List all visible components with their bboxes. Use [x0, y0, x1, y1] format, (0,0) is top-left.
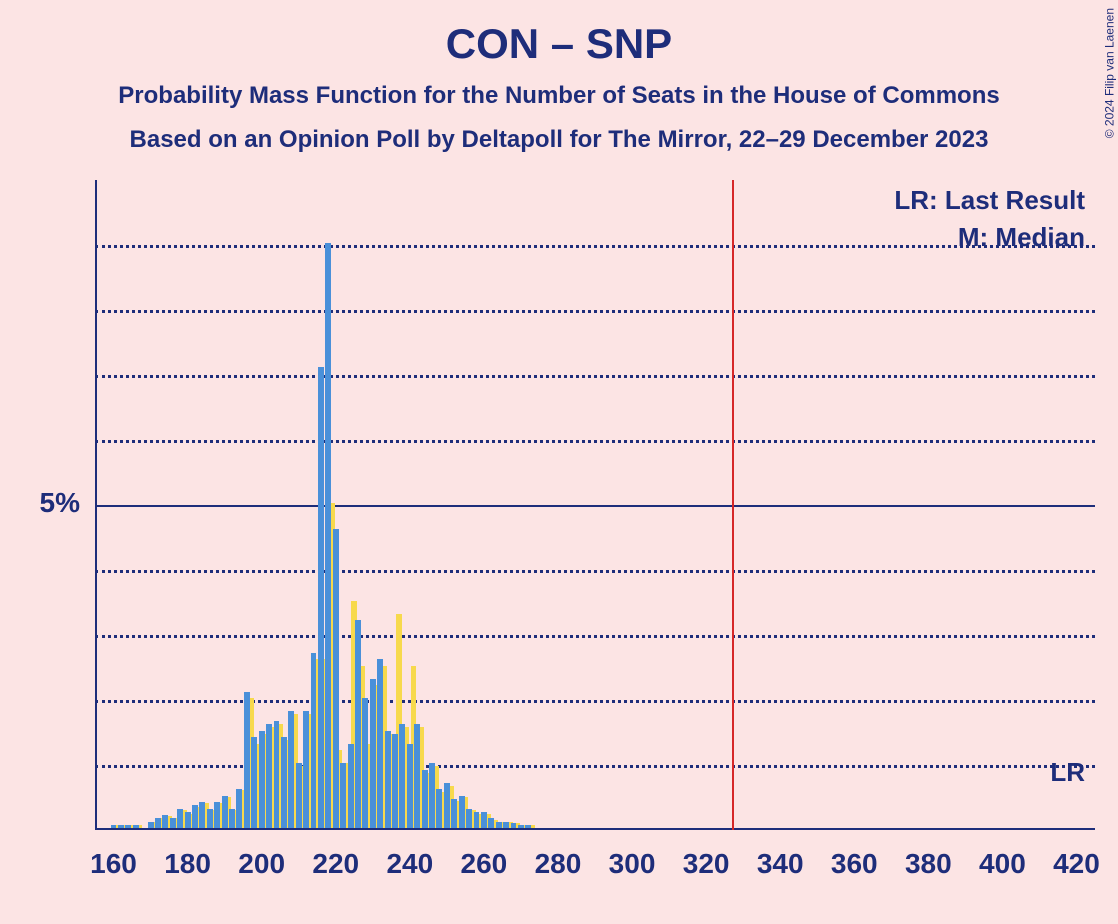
x-axis-label: 340	[757, 848, 804, 880]
gridline	[95, 570, 1095, 573]
bar-blue	[525, 825, 531, 828]
bar-blue	[214, 802, 220, 828]
bar-blue	[370, 679, 376, 829]
bar-blue	[125, 825, 131, 828]
x-axis-label: 160	[90, 848, 137, 880]
bar-blue	[244, 692, 250, 829]
x-axis	[95, 828, 1095, 830]
bar-blue	[481, 812, 487, 828]
bar-blue	[444, 783, 450, 829]
bar-blue	[236, 789, 242, 828]
gridline	[95, 505, 1095, 507]
bar-blue	[192, 805, 198, 828]
bar-blue	[392, 734, 398, 828]
x-axis-label: 240	[386, 848, 433, 880]
bar-blue	[333, 529, 339, 828]
bar-blue	[429, 763, 435, 828]
bar-blue	[377, 659, 383, 828]
chart-area: 5%16018020022024026028030032034036038040…	[95, 180, 1095, 830]
bar-blue	[355, 620, 361, 828]
y-axis-label: 5%	[20, 487, 80, 519]
bar-blue	[155, 818, 161, 828]
bar-blue	[451, 799, 457, 828]
bar-blue	[518, 825, 524, 828]
x-axis-label: 220	[312, 848, 359, 880]
bar-blue	[199, 802, 205, 828]
last-result-line	[732, 180, 734, 830]
x-axis-label: 320	[683, 848, 730, 880]
copyright-text: © 2024 Filip van Laenen	[1102, 8, 1116, 138]
bar-blue	[222, 796, 228, 829]
bar-blue	[229, 809, 235, 829]
legend-median: M: Median	[958, 222, 1085, 253]
gridline	[95, 635, 1095, 638]
bar-blue	[407, 744, 413, 829]
bar-blue	[148, 822, 154, 829]
bar-blue	[414, 724, 420, 828]
x-axis-label: 180	[164, 848, 211, 880]
bar-blue	[133, 825, 139, 828]
bar-blue	[288, 711, 294, 828]
x-axis-label: 260	[461, 848, 508, 880]
bar-blue	[170, 818, 176, 828]
gridline	[95, 245, 1095, 248]
bar-blue	[162, 815, 168, 828]
bar-blue	[362, 698, 368, 828]
bar-blue	[422, 770, 428, 829]
bar-blue	[325, 243, 331, 828]
subtitle-line-2: Based on an Opinion Poll by Deltapoll fo…	[0, 126, 1118, 154]
bar-blue	[459, 796, 465, 829]
x-axis-label: 420	[1053, 848, 1100, 880]
page-title: CON – SNP	[0, 20, 1118, 68]
bar-blue	[303, 711, 309, 828]
bar-blue	[266, 724, 272, 828]
bar-blue	[496, 822, 502, 829]
gridline	[95, 440, 1095, 443]
bar-blue	[436, 789, 442, 828]
bar-blue	[318, 367, 324, 829]
bar-blue	[296, 763, 302, 828]
bar-blue	[399, 724, 405, 828]
legend-lr: LR: Last Result	[894, 185, 1085, 216]
bar-blue	[503, 822, 509, 829]
bar-blue	[177, 809, 183, 829]
bar-blue	[488, 818, 494, 828]
bar-blue	[111, 825, 117, 828]
bar-blue	[340, 763, 346, 828]
bar-blue	[259, 731, 265, 829]
bar-blue	[466, 809, 472, 829]
x-axis-label: 300	[609, 848, 656, 880]
bar-blue	[311, 653, 317, 829]
x-axis-label: 200	[238, 848, 285, 880]
bar-blue	[385, 731, 391, 829]
bar-blue	[207, 809, 213, 829]
bar-blue	[281, 737, 287, 828]
bar-blue	[474, 812, 480, 828]
x-axis-label: 360	[831, 848, 878, 880]
bar-blue	[185, 812, 191, 828]
x-axis-label: 280	[535, 848, 582, 880]
bar-blue	[118, 825, 124, 828]
bar-blue	[348, 744, 354, 829]
x-axis-label: 380	[905, 848, 952, 880]
subtitle-line-1: Probability Mass Function for the Number…	[0, 82, 1118, 110]
gridline	[95, 375, 1095, 378]
x-axis-label: 400	[979, 848, 1026, 880]
bar-blue	[511, 823, 517, 828]
gridline	[95, 310, 1095, 313]
bar-blue	[251, 737, 257, 828]
lr-short-label: LR	[1050, 757, 1085, 788]
bar-blue	[274, 721, 280, 828]
